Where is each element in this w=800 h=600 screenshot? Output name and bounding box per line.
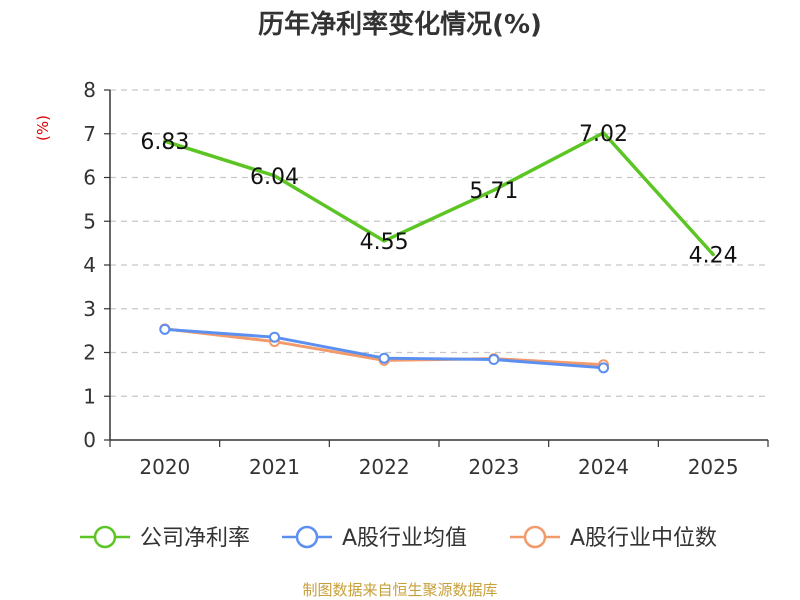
data-label-2021: 6.04 [250, 165, 299, 190]
grid-lines [110, 89, 768, 397]
data-labels: 6.83 6.04 4.55 5.71 7.02 4.24 [140, 122, 737, 269]
y-tick-label-4: 4 [83, 253, 96, 277]
legend-label-0: 公司净利率 [140, 526, 250, 551]
y-tick-label-6: 6 [83, 166, 96, 190]
y-tick-label-1: 1 [83, 384, 96, 408]
legend-label-1: A股行业均值 [342, 526, 467, 551]
x-tick-label-2020: 2020 [139, 455, 190, 479]
source-note: 制图数据来自恒生聚源数据库 [302, 581, 497, 599]
x-tick-label-2024: 2024 [578, 455, 629, 479]
y-tick-label-3: 3 [83, 297, 96, 321]
y-tick-label-8: 8 [83, 78, 96, 102]
y-tick-label-2: 2 [83, 341, 96, 365]
series-1-point-2020 [159, 323, 171, 335]
y-tick-label-7: 7 [83, 122, 96, 146]
series-1-point-2023 [488, 354, 500, 365]
series-1-point-2022 [378, 352, 390, 364]
x-tick-label-2023: 2023 [468, 455, 519, 479]
series-1-point-2024 [598, 362, 609, 374]
data-label-2025: 4.24 [689, 244, 738, 269]
y-axis-unit: (%) [34, 115, 52, 141]
legend-marker-1 [295, 525, 319, 549]
legend: 公司净利率 A股行业均值 A股行业中位数 [80, 525, 717, 551]
y-tick-label-5: 5 [83, 209, 96, 233]
legend-marker-2 [523, 525, 547, 549]
data-label-2024: 7.02 [579, 122, 628, 147]
legend-label-2: A股行业中位数 [570, 526, 717, 551]
data-label-2023: 5.71 [469, 179, 518, 204]
axes: 0 1 2 3 4 5 6 7 8 2020 2021 2022 2023 2024 2025 [83, 78, 769, 479]
data-label-2020: 6.83 [140, 130, 189, 155]
x-tick-label-2021: 2021 [249, 455, 300, 479]
series-1-point-2021 [269, 331, 280, 343]
y-tick-label-0: 0 [83, 428, 96, 452]
series-line-0 [163, 131, 715, 257]
x-tick-label-2025: 2025 [688, 455, 739, 479]
x-tick-label-2022: 2022 [359, 455, 410, 479]
series-layer [159, 131, 715, 374]
chart-title: 历年净利率变化情况(%) [258, 9, 542, 40]
legend-marker-0 [93, 525, 117, 549]
data-label-2022: 4.55 [360, 230, 409, 255]
